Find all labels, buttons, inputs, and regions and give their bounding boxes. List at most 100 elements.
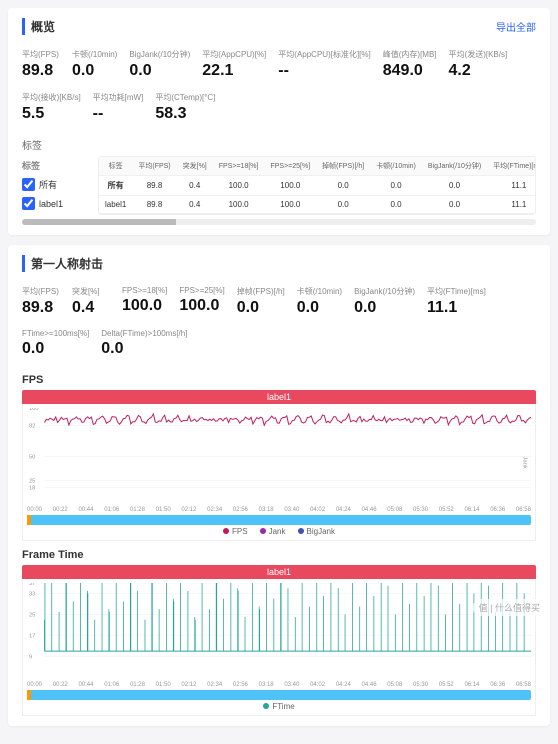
metric-label: 掉帧(FPS)[/h] (237, 286, 285, 297)
svg-text:Jank: Jank (521, 456, 527, 468)
metric: 平均(CTemp)[°C] 58.3 (155, 88, 227, 131)
horizontal-scrollbar[interactable] (22, 219, 536, 225)
tag-item[interactable]: 所有 (22, 175, 88, 194)
svg-text:82: 82 (29, 423, 35, 429)
metric: BigJank(/10分钟) 0.0 (354, 282, 427, 325)
ftime-timeline-scrubber[interactable] (27, 690, 531, 700)
metric: FPS>=18[%] 100.0 (122, 282, 179, 325)
metric: 平均(FPS) 89.8 (22, 45, 72, 88)
metric-label: BigJank(/10分钟) (354, 286, 415, 297)
metric: 峰值(内存)[MB] 849.0 (383, 45, 449, 88)
metric-value: 4.2 (449, 62, 508, 80)
table-row: label189.80.4100.0100.00.00.00.011.10.00… (99, 196, 536, 214)
fps-timeline-scrubber[interactable] (27, 515, 531, 525)
fps-metrics-row: 平均(FPS)89.8突发[%]0.4FPS>=18[%]100.0FPS>=2… (22, 282, 536, 366)
metric: 平均(发送)[KB/s] 4.2 (449, 45, 520, 88)
tag-item[interactable]: label1 (22, 194, 88, 213)
ftime-chart-banner: label1 (22, 565, 536, 579)
metric-value: 89.8 (22, 62, 60, 80)
metric-label: 平均(发送)[KB/s] (449, 49, 508, 60)
svg-text:18: 18 (29, 485, 35, 491)
metric-value: 58.3 (155, 105, 215, 123)
svg-text:25: 25 (29, 612, 35, 618)
metric-label: 卡顿(/10min) (72, 49, 117, 60)
metric-label: 突发[%] (72, 286, 110, 297)
svg-text:33: 33 (29, 591, 35, 597)
metric-value: 89.8 (22, 299, 60, 317)
svg-text:50: 50 (29, 454, 35, 460)
metric: FPS>=25[%] 100.0 (179, 282, 236, 325)
svg-text:25: 25 (29, 479, 35, 485)
metric-label: 峰值(内存)[MB] (383, 49, 437, 60)
fps-panel-title: 第一人称射击 (22, 255, 103, 272)
metric-value: 849.0 (383, 62, 437, 80)
metric-label: 平均(AppCPU)[标准化][%] (278, 49, 370, 60)
svg-text:17: 17 (29, 633, 35, 639)
overview-panel: 概览 导出全部 平均(FPS)89.8卡顿(/10min)0.0BigJank(… (8, 8, 550, 235)
fps-chart-banner: label1 (22, 390, 536, 404)
metric-value: 0.0 (22, 340, 89, 358)
ftime-chart-section: Frame Time label1 917253337 00:0000:2200… (22, 549, 536, 716)
metric-value: 0.4 (72, 299, 110, 317)
metric-label: 平均(AppCPU)[%] (202, 49, 266, 60)
svg-text:100: 100 (29, 408, 39, 412)
metric: 突发[%] 0.4 (72, 282, 122, 325)
metric-label: Delta(FTime)>100ms[/h] (101, 329, 187, 338)
metric-value: 0.0 (297, 299, 342, 317)
tag-checkbox[interactable] (22, 178, 35, 191)
metric: 平均(接收)[KB/s] 5.5 (22, 88, 93, 131)
metric: 平均(AppCPU)[标准化][%] -- (278, 45, 382, 88)
metric-value: 11.1 (427, 299, 486, 317)
metric: 平均功耗[mW] -- (93, 88, 156, 131)
metric-label: 平均(CTemp)[°C] (155, 92, 215, 103)
tag-checkbox[interactable] (22, 197, 35, 210)
fps-chart[interactable]: 1825 50 82 100 Jank (27, 408, 531, 505)
svg-text:9: 9 (29, 654, 32, 660)
metric-value: -- (93, 105, 144, 123)
metric: BigJank(/10分钟) 0.0 (129, 45, 202, 88)
ftime-chart[interactable]: 9 17 25 33 37 (27, 583, 531, 680)
metric-value: 22.1 (202, 62, 266, 80)
metric: 卡顿(/10min) 0.0 (72, 45, 129, 88)
metric-label: 平均(FPS) (22, 286, 60, 297)
metric-value: 0.0 (101, 340, 187, 358)
metric-label: 平均功耗[mW] (93, 92, 144, 103)
metric-value: 100.0 (122, 297, 167, 315)
metric-value: 0.0 (72, 62, 117, 80)
export-all-link[interactable]: 导出全部 (496, 19, 536, 34)
metric: Delta(FTime)>100ms[/h] 0.0 (101, 325, 199, 366)
metric: FTime>=100ms[%] 0.0 (22, 325, 101, 366)
metric: 平均(AppCPU)[%] 22.1 (202, 45, 278, 88)
tags-table-wrap: 标签平均(FPS)突发[%]FPS>=18[%]FPS>=25[%]掉帧(FPS… (98, 156, 536, 215)
metric: 卡顿(/10min) 0.0 (297, 282, 354, 325)
metric: 平均(FPS) 89.8 (22, 282, 72, 325)
metric-value: 5.5 (22, 105, 81, 123)
tag-list: 标签所有label1 (22, 156, 88, 215)
metric-label: 平均(FPS) (22, 49, 60, 60)
fps-panel: 第一人称射击 平均(FPS) 89.8 突发[%] 0.4 FPS>=18[%] 100.… (8, 245, 550, 726)
overview-metrics: 平均(FPS) 89.8 卡顿(/10min) 0.0 BigJank(/10分钟) 0.… (22, 45, 536, 131)
metric-label: FPS>=25[%] (179, 286, 224, 295)
metric-value: 0.0 (237, 299, 285, 317)
metric-label: 平均(接收)[KB/s] (22, 92, 81, 103)
overview-title: 概览 (22, 18, 55, 35)
metric-value: 100.0 (179, 297, 224, 315)
tags-table: 标签平均(FPS)突发[%]FPS>=18[%]FPS>=25[%]掉帧(FPS… (99, 157, 536, 214)
metric-label: FPS>=18[%] (122, 286, 167, 295)
tags-label: 标签 (22, 137, 536, 152)
metric-label: 平均(FTime)[ms] (427, 286, 486, 297)
table-row: 所有89.80.4100.0100.00.00.00.011.10.00.022… (99, 176, 536, 196)
metric-label: FTime>=100ms[%] (22, 329, 89, 338)
metric-value: 0.0 (354, 299, 415, 317)
metric-label: 卡顿(/10min) (297, 286, 342, 297)
svg-text:37: 37 (29, 583, 35, 587)
metric-label: BigJank(/10分钟) (129, 49, 190, 60)
metric-value: 0.0 (129, 62, 190, 80)
metric: 平均(FTime)[ms] 11.1 (427, 282, 498, 325)
fps-chart-section: FPS label1 18255082100Jank 00:0000:2200:… (22, 374, 536, 541)
watermark: 值 | 什么值得买 (473, 599, 546, 616)
metric-value: -- (278, 62, 370, 80)
metric: 掉帧(FPS)[/h] 0.0 (237, 282, 297, 325)
fps-chart-title: FPS (22, 374, 536, 386)
ftime-chart-title: Frame Time (22, 549, 536, 561)
